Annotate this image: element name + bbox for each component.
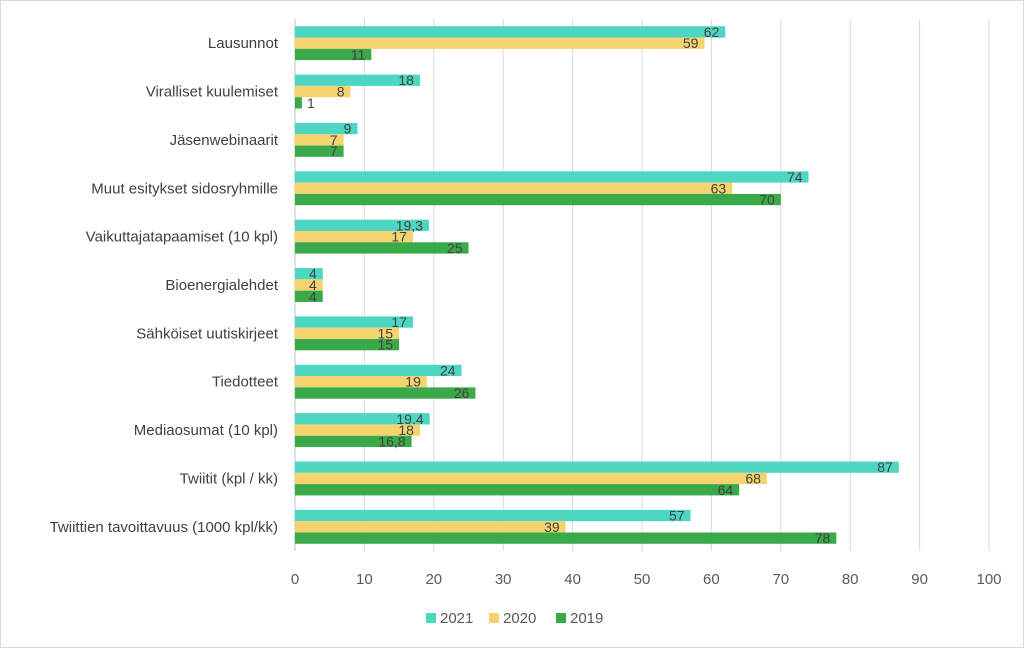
bar-2021 — [295, 26, 726, 38]
category-label: Muut esitykset sidosryhmille — [91, 180, 278, 197]
legend-label-2020: 2020 — [503, 610, 536, 627]
x-tick-label: 60 — [703, 571, 720, 588]
bar-2021 — [295, 316, 413, 328]
bar-2020 — [295, 85, 351, 98]
data-label-2019: 11 — [351, 46, 366, 62]
bar-2020 — [295, 521, 566, 533]
bar-2021 — [295, 74, 420, 86]
x-tick-label: 40 — [564, 571, 581, 588]
data-label-2020: 18 — [398, 422, 414, 438]
bar-2019 — [295, 145, 344, 157]
data-label-2019: 7 — [330, 143, 338, 159]
x-tick-label: 20 — [425, 571, 442, 588]
category-label: Twiitit (kpl / kk) — [180, 470, 278, 487]
data-label-2019: 4 — [309, 288, 317, 304]
data-label-2020: 7 — [330, 132, 338, 148]
data-label-2019: 25 — [447, 240, 463, 256]
x-tick-label: 90 — [911, 571, 928, 588]
data-label-2021: 9 — [344, 121, 352, 137]
data-label-2019: 26 — [454, 385, 470, 401]
data-label-2019: 15 — [378, 337, 394, 353]
data-label-2019: 64 — [718, 482, 734, 498]
category-label: Jäsenwebinaarit — [170, 132, 279, 149]
x-tick-label: 30 — [495, 571, 512, 588]
category-label: Lausunnot — [208, 35, 279, 52]
legend-swatch-2020 — [489, 613, 499, 623]
legend-label-2021: 2021 — [440, 610, 473, 627]
bar-2020 — [295, 279, 323, 291]
category-label: Tiedotteet — [212, 374, 279, 391]
data-label-2020: 63 — [711, 180, 727, 196]
bar-2019 — [295, 193, 781, 206]
data-label-2019: 1 — [307, 95, 315, 111]
category-label: Vaikuttajatapaamiset (10 kpl) — [86, 229, 278, 246]
data-label-2019: 78 — [815, 530, 831, 546]
data-label-2021: 4 — [309, 266, 317, 282]
x-tick-label: 0 — [291, 571, 299, 588]
legend-label-2019: 2019 — [570, 610, 603, 627]
data-label-2020: 4 — [309, 277, 317, 293]
x-tick-label: 10 — [356, 571, 373, 588]
bar-2019 — [295, 290, 323, 302]
data-label-2020: 59 — [683, 35, 699, 51]
x-tick-label: 80 — [842, 571, 859, 588]
data-label-2020: 19 — [405, 374, 421, 390]
bar-2020 — [295, 230, 413, 243]
data-label-2019: 16,8 — [378, 433, 405, 449]
bar-2019 — [295, 339, 400, 351]
bar-2020 — [295, 37, 705, 49]
bar-2021 — [295, 171, 809, 183]
x-tick-label: 50 — [634, 571, 651, 588]
bar-2019 — [295, 48, 372, 61]
x-tick-label: 100 — [976, 571, 1001, 588]
legend-swatch-2021 — [426, 613, 436, 623]
bar-2019 — [295, 97, 302, 109]
bar-2021 — [295, 219, 429, 231]
bar-2020 — [295, 472, 767, 485]
category-label: Bioenergialehdet — [165, 277, 278, 294]
data-label-2021: 18 — [398, 72, 414, 88]
bar-2020 — [295, 424, 420, 436]
data-label-2021: 17 — [391, 314, 407, 330]
bar-2019 — [295, 532, 837, 544]
data-label-2020: 8 — [337, 84, 345, 100]
data-label-2021: 87 — [877, 459, 893, 475]
bar-2021 — [295, 509, 691, 522]
x-tick-label: 70 — [772, 571, 789, 588]
category-label: Twiittien tavoittavuus (1000 kpl/kk) — [50, 519, 278, 536]
category-label: Mediaosumat (10 kpl) — [134, 422, 278, 439]
bar-2019 — [295, 484, 740, 496]
bar-2021 — [295, 268, 323, 280]
data-label-2020: 39 — [544, 519, 560, 535]
data-label-2021: 74 — [787, 169, 803, 185]
bar-2021 — [295, 364, 462, 377]
data-label-2020: 15 — [378, 325, 394, 341]
bar-2019 — [295, 387, 476, 399]
data-label-2021: 19,3 — [396, 217, 423, 233]
data-label-2020: 17 — [391, 229, 407, 245]
bar-2019 — [295, 242, 469, 254]
bar-2020 — [295, 182, 733, 194]
data-label-2020: 68 — [745, 470, 761, 486]
data-label-2019: 70 — [759, 192, 775, 208]
bar-2020 — [295, 376, 427, 388]
bar-2021 — [295, 461, 899, 473]
bar-2020 — [295, 327, 400, 340]
data-label-2021: 19,4 — [396, 411, 423, 427]
data-label-2021: 24 — [440, 362, 456, 378]
category-label: Viralliset kuulemiset — [146, 84, 279, 101]
data-label-2021: 57 — [669, 508, 685, 524]
data-label-2021: 62 — [704, 24, 720, 40]
bar-2019 — [295, 435, 412, 448]
bar-2020 — [295, 134, 344, 146]
bar-2021 — [295, 413, 430, 425]
category-label: Sähköiset uutiskirjeet — [136, 325, 279, 342]
bar-2021 — [295, 122, 358, 135]
legend-swatch-2019 — [556, 613, 566, 623]
